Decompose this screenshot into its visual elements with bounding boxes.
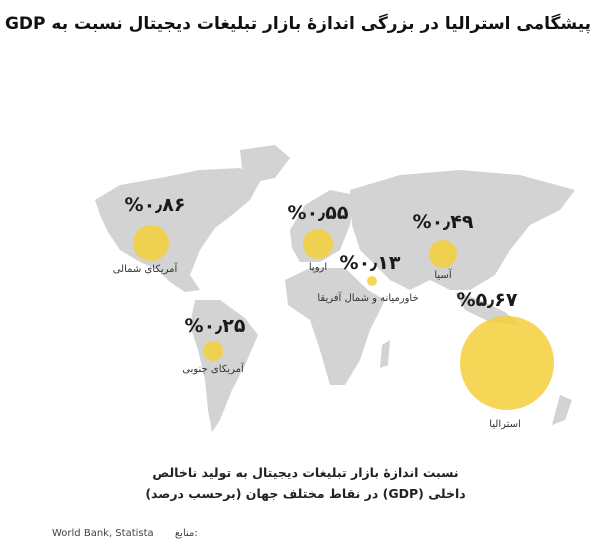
value-australia: %۵٫۶۷ xyxy=(456,289,518,311)
madagascar xyxy=(380,340,390,368)
page-title: پیشگامی استرالیا در بزرگی اندازهٔ بازار … xyxy=(4,14,592,34)
bubble-mena xyxy=(367,276,377,286)
value-asia: %۰٫۴۹ xyxy=(412,211,474,233)
value-south-america: %۰٫۲۵ xyxy=(184,315,246,337)
bubble-north-america xyxy=(133,225,169,261)
label-europe: اروپا xyxy=(308,262,328,273)
label-north-america: آمریکای شمالی xyxy=(112,264,178,275)
north-america xyxy=(95,168,262,292)
greenland xyxy=(240,145,290,182)
label-south-america: آمریکای جنوبی xyxy=(182,364,244,375)
caption-line-1: نسبت اندازهٔ بازار تبلیغات دیجیتال به تو… xyxy=(152,465,459,480)
new-zealand xyxy=(552,395,572,425)
bubbles xyxy=(133,225,554,410)
label-australia: استرالیا xyxy=(489,419,521,430)
value-mena: %۰٫۱۳ xyxy=(339,252,401,274)
bubble-south-america xyxy=(203,341,223,361)
south-america xyxy=(190,300,258,432)
africa xyxy=(285,268,385,385)
source-label: منابع: xyxy=(174,528,198,539)
caption-line-2: داخلی (GDP) در نقاط مختلف جهان (برحسب در… xyxy=(145,486,466,501)
source-line: World Bank, Statista منابع: xyxy=(52,528,216,539)
value-north-america: %۰٫۸۶ xyxy=(124,194,186,216)
asia xyxy=(350,170,575,290)
value-europe: %۰٫۵۵ xyxy=(287,202,349,224)
label-mena: خاورمیانه و شمال آفریقا xyxy=(317,293,419,304)
map-caption: نسبت اندازهٔ بازار تبلیغات دیجیتال به تو… xyxy=(0,462,611,504)
source-text: World Bank, Statista xyxy=(52,528,154,539)
label-asia: آسیا xyxy=(434,270,452,281)
bubble-australia xyxy=(460,316,554,410)
bubble-asia xyxy=(429,240,457,268)
bubble-europe xyxy=(303,229,333,259)
